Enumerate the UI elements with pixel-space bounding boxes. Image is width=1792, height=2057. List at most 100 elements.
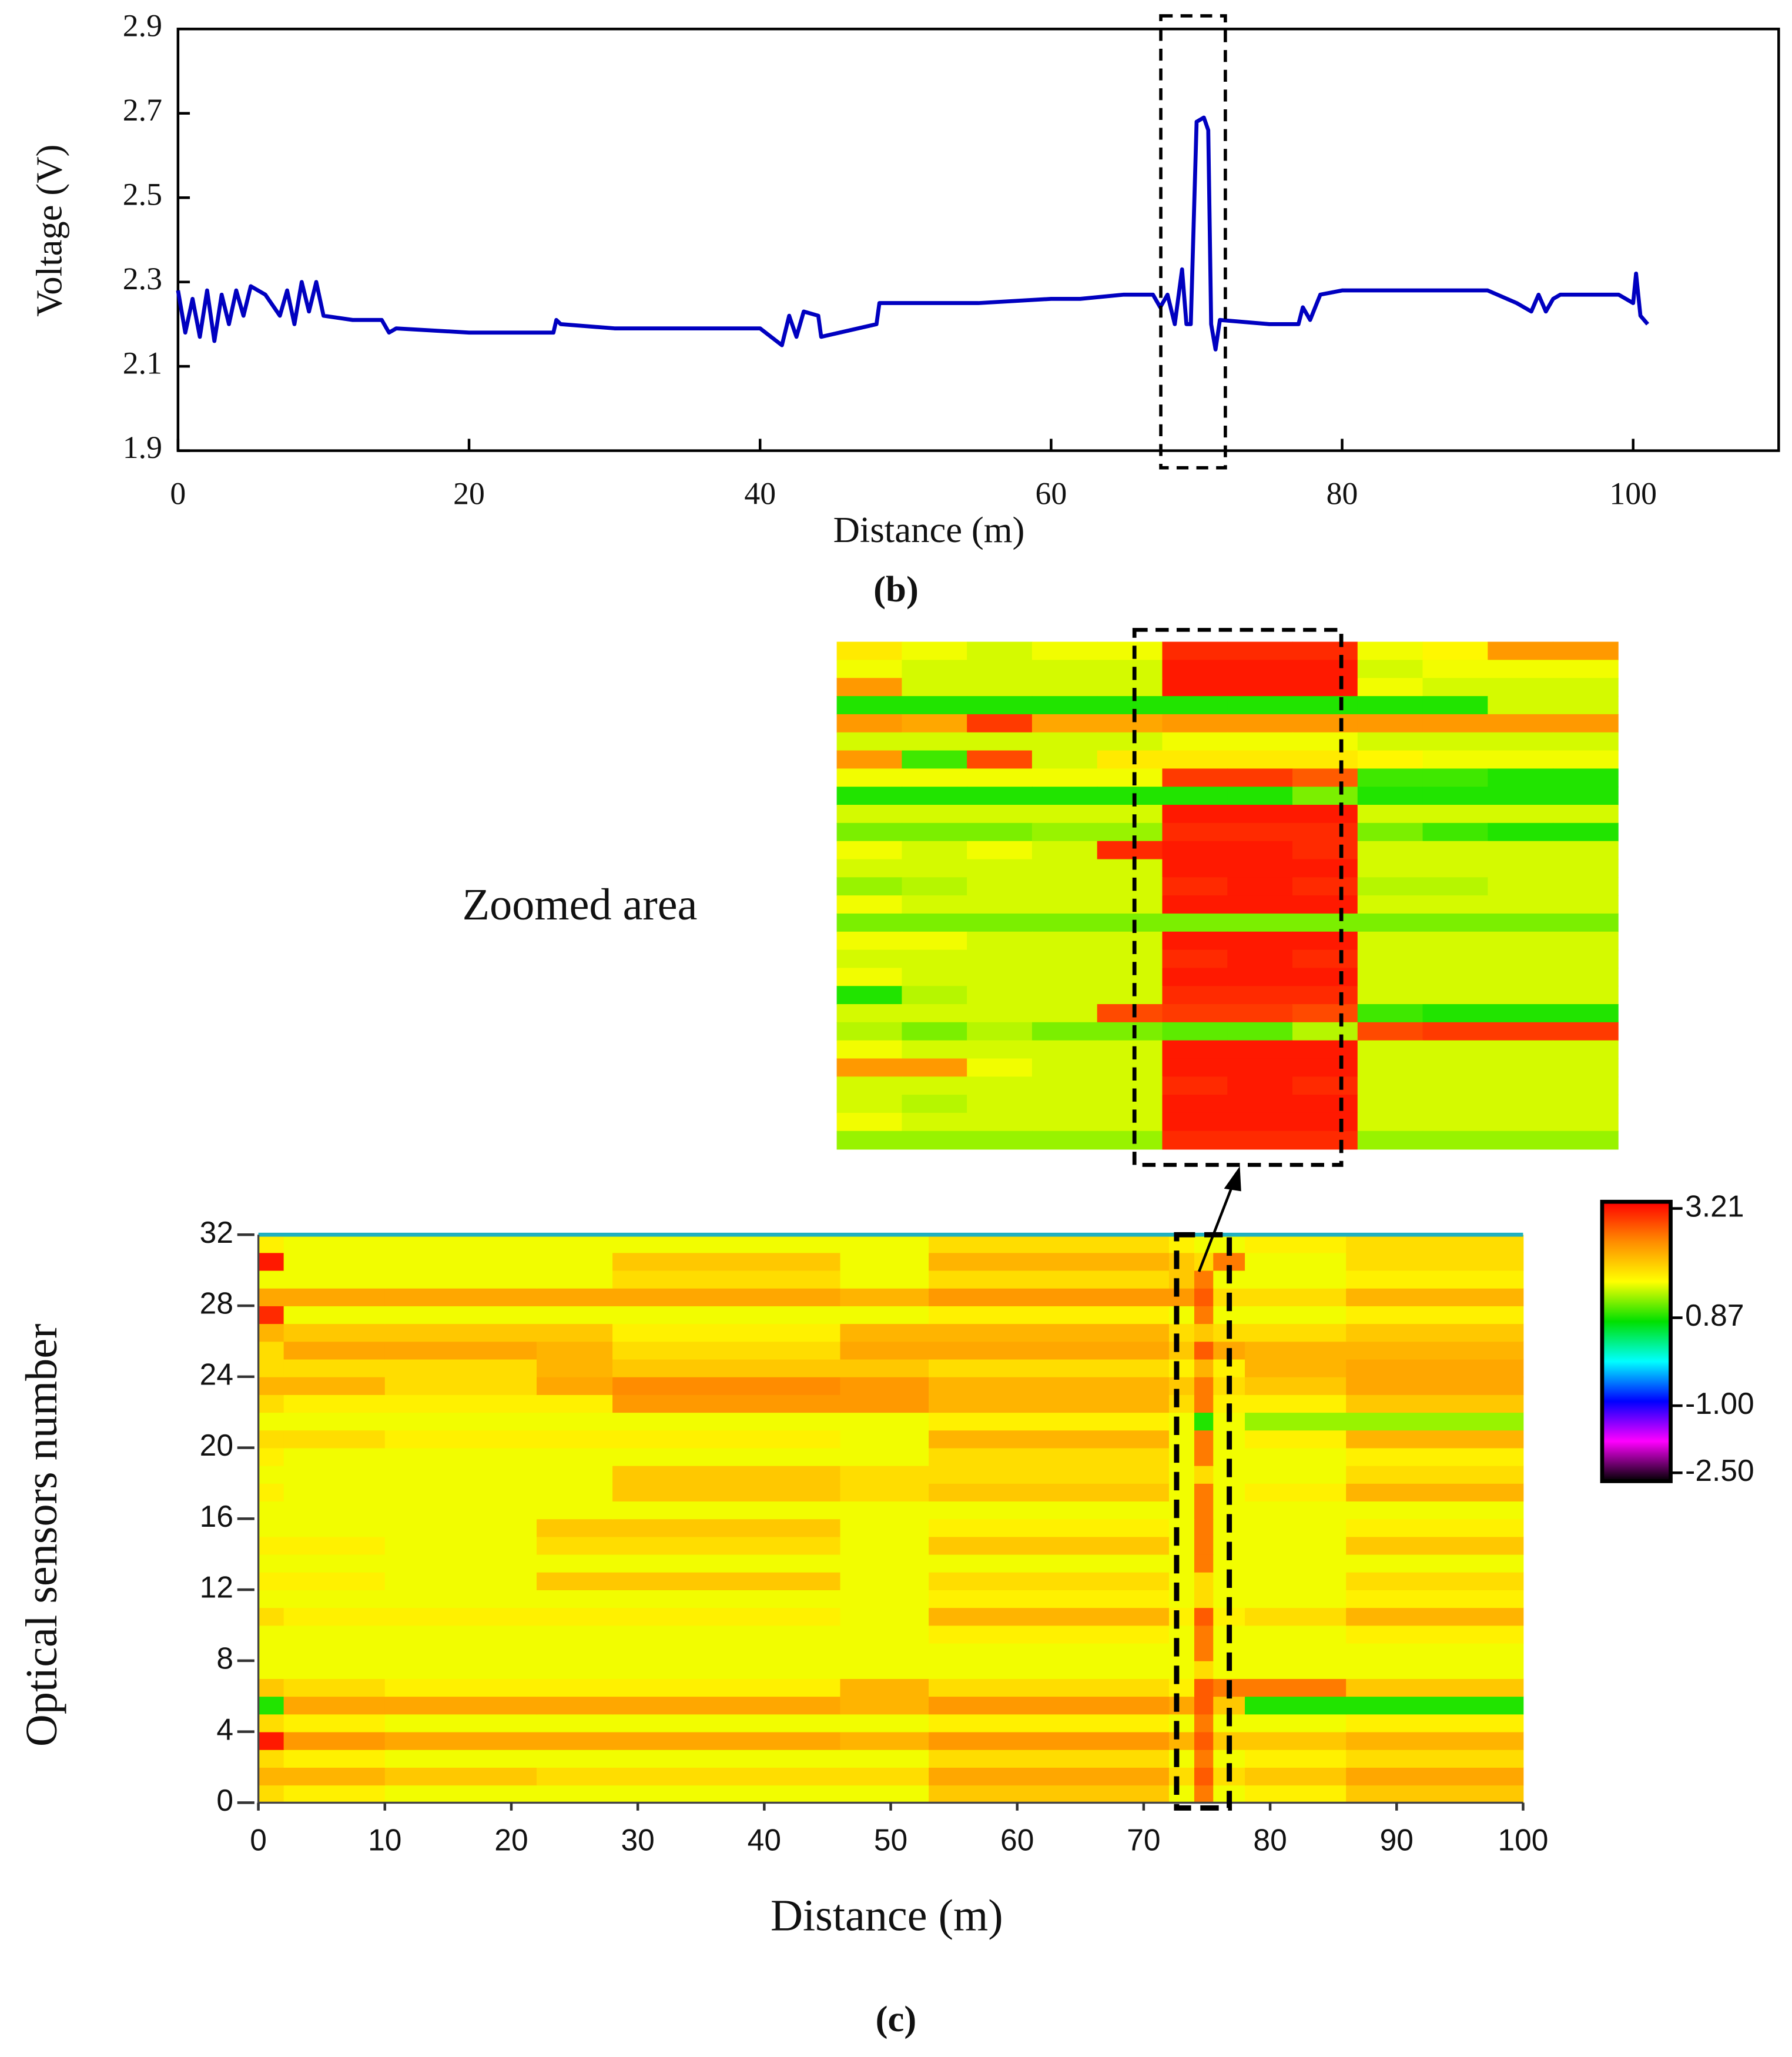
heatmap-cell	[612, 1571, 841, 1591]
heatmap-cell	[283, 1696, 386, 1715]
heatmap-cell	[836, 1095, 903, 1113]
heatmap-cell	[1422, 1022, 1489, 1041]
heatmap-cell	[283, 1678, 386, 1697]
heatmap-cell	[1357, 787, 1423, 805]
heatmap-cell	[929, 1501, 1170, 1520]
heatmap-cell	[1168, 1660, 1195, 1679]
heatmap-cell	[1162, 968, 1228, 987]
heatmap-cell	[1553, 1058, 1619, 1078]
heatmap-cell	[258, 1323, 284, 1342]
zoom-box	[1132, 628, 1344, 1167]
heatmap-cell	[1227, 641, 1293, 661]
heatmap-cell	[1553, 805, 1619, 824]
heatmap-cell	[1097, 1004, 1163, 1023]
heatmap-cell	[1031, 678, 1098, 697]
heatmap-cell	[1245, 1235, 1347, 1253]
heatmap-cell	[840, 1465, 929, 1484]
heatmap-cell	[612, 1465, 841, 1484]
heatmap-cell	[1245, 1306, 1347, 1324]
heatmap-cell	[537, 1590, 614, 1608]
heatmap-cell	[967, 1095, 1033, 1113]
heatmap-cell	[967, 1004, 1033, 1023]
heatmap-cell	[537, 1376, 614, 1395]
heatmap-cell	[967, 931, 1033, 951]
heatmap-cell	[1553, 822, 1619, 842]
heatmap-cell	[384, 1376, 537, 1395]
heatmap-cell	[1357, 895, 1423, 914]
heatmap-cell	[1553, 931, 1619, 951]
heatmap-cell	[1194, 1376, 1214, 1395]
heatmap-cell	[836, 660, 903, 679]
heatmap-cell	[384, 1518, 537, 1537]
heatmap-cell	[258, 1306, 284, 1324]
x-tick-label: 40	[748, 1822, 781, 1857]
heatmap-cell	[283, 1571, 386, 1591]
heatmap-cell	[1292, 750, 1358, 770]
heatmap-cell	[1194, 1731, 1214, 1750]
heatmap-cell	[840, 1252, 929, 1271]
heatmap-cell	[902, 768, 968, 788]
heatmap-cell	[1194, 1571, 1214, 1591]
heatmap-cell	[1553, 787, 1619, 805]
heatmap-cell	[1553, 1076, 1619, 1096]
heatmap-cell	[1227, 714, 1293, 733]
heatmap-cell	[1168, 1287, 1195, 1306]
heatmap-cell	[902, 1095, 968, 1113]
y-tick-label: 0	[216, 1783, 233, 1817]
heatmap-cell	[283, 1607, 386, 1626]
heatmap-cell	[258, 1252, 284, 1271]
heatmap-cell	[1553, 841, 1619, 860]
heatmap-cell	[1168, 1785, 1195, 1804]
heatmap-cell	[1245, 1643, 1347, 1661]
heatmap-cell	[929, 1731, 1170, 1750]
heatmap-cell	[836, 931, 903, 951]
heatmap-cell	[1346, 1323, 1524, 1342]
heatmap-cell	[836, 732, 903, 751]
heatmap-cell	[902, 678, 968, 697]
heatmap-cell	[1346, 1465, 1524, 1484]
heatmap-cell	[384, 1767, 537, 1786]
heatmap-cell	[1346, 1235, 1524, 1253]
y-axis-title: Optical sensors number	[17, 1324, 66, 1747]
heatmap-cell	[1422, 714, 1489, 733]
heatmap-cell	[929, 1660, 1170, 1679]
heatmap-cell	[1097, 949, 1163, 969]
x-tick-label: 0	[250, 1822, 267, 1857]
heatmap-cell	[1346, 1412, 1524, 1431]
heatmap-cell	[1227, 931, 1293, 951]
heatmap-cell	[1357, 660, 1423, 679]
heatmap-cell	[902, 1022, 968, 1041]
heatmap-cell	[384, 1394, 537, 1413]
y-tick-label: 24	[200, 1357, 233, 1391]
heatmap-cell	[612, 1359, 841, 1377]
heatmap-cell	[1227, 1040, 1293, 1059]
heatmap-cell	[283, 1323, 386, 1342]
heatmap-cell	[1194, 1785, 1214, 1804]
heatmap-cell	[1357, 696, 1423, 715]
heatmap-cell	[1031, 660, 1098, 679]
heatmap-cell	[929, 1394, 1170, 1413]
heatmap-cell	[840, 1376, 929, 1395]
heatmap-cell	[283, 1447, 386, 1466]
heatmap-cell	[612, 1412, 841, 1431]
x-tick-label: 40	[744, 476, 776, 511]
heatmap-cell	[1031, 949, 1098, 969]
heatmap-cell	[1162, 822, 1228, 842]
heatmap-cell	[1194, 1483, 1214, 1502]
heatmap-cell	[1227, 1095, 1293, 1113]
heatmap-cell	[902, 913, 968, 932]
heatmap-cell	[1488, 787, 1553, 805]
heatmap-cell	[1422, 822, 1489, 842]
heatmap-cell	[384, 1359, 537, 1377]
heatmap-cell	[1194, 1341, 1214, 1360]
heatmap-cell	[1553, 986, 1619, 1005]
heatmap-cell	[1194, 1465, 1214, 1484]
heatmap-cell	[929, 1590, 1170, 1608]
heatmap-cell	[258, 1696, 284, 1715]
x-tick-label: 30	[621, 1822, 654, 1857]
heatmap-cell	[384, 1590, 537, 1608]
heatmap-cell	[836, 641, 903, 661]
heatmap-cell	[384, 1306, 537, 1324]
heatmap-cell	[1553, 714, 1619, 733]
heatmap-cell	[1097, 787, 1163, 805]
